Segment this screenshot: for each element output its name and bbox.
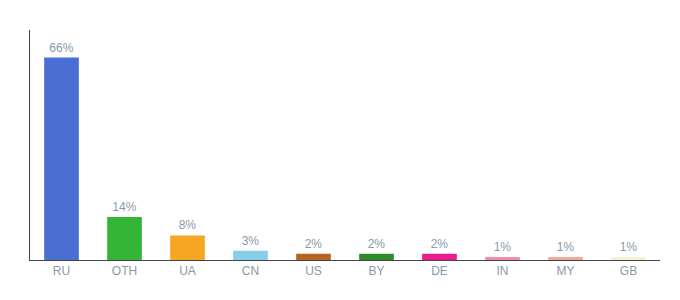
svg-text:2%: 2% [431, 237, 449, 251]
svg-text:66%: 66% [49, 41, 73, 55]
svg-text:OTH: OTH [112, 264, 137, 278]
svg-text:UA: UA [179, 264, 196, 278]
svg-text:RU: RU [53, 264, 70, 278]
svg-text:MY: MY [557, 264, 575, 278]
svg-text:BY: BY [368, 264, 384, 278]
svg-text:2%: 2% [368, 237, 386, 251]
svg-text:DE: DE [431, 264, 448, 278]
svg-text:2%: 2% [305, 237, 323, 251]
svg-text:8%: 8% [179, 218, 197, 232]
svg-text:3%: 3% [242, 234, 260, 248]
svg-text:CN: CN [242, 264, 259, 278]
svg-text:1%: 1% [557, 240, 575, 254]
svg-text:US: US [305, 264, 322, 278]
svg-text:GB: GB [620, 264, 637, 278]
svg-text:1%: 1% [494, 240, 512, 254]
svg-text:IN: IN [497, 264, 509, 278]
svg-text:14%: 14% [112, 200, 136, 214]
svg-text:1%: 1% [620, 240, 638, 254]
